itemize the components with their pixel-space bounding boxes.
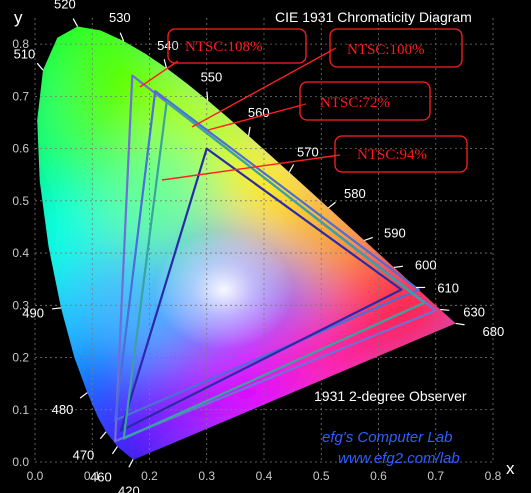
y-tick-label: 0.3: [12, 298, 29, 312]
wavelength-label: 680: [482, 324, 504, 339]
wavelength-tick: [128, 459, 134, 468]
gamut-triangle: [119, 147, 403, 432]
wavelength-tick: [99, 431, 107, 440]
wavelength-tick: [393, 265, 403, 269]
wavelength-tick: [119, 32, 125, 42]
wavelength-tick: [328, 201, 336, 209]
callout-leader: [191, 47, 337, 128]
y-tick-label: 0.5: [12, 194, 29, 208]
x-tick-label: 0.6: [370, 469, 387, 483]
wavelength-tick: [288, 164, 295, 173]
x-tick-label: 0.2: [141, 469, 158, 483]
credit-url: www.efg2.com/lab: [338, 450, 460, 467]
callout-label: NTSC:108%: [185, 39, 263, 55]
wavelength-label: 590: [384, 225, 406, 240]
x-tick-label: 0.7: [427, 469, 444, 483]
gamut-triangle: [114, 89, 420, 422]
callout-leader: [207, 103, 307, 131]
x-tick-label: 0.1: [84, 469, 101, 483]
callout-label: NTSC:100%: [347, 42, 425, 58]
observer-label: 1931 2-degree Observer: [314, 388, 467, 404]
y-tick-label: 0.7: [12, 89, 29, 103]
wavelength-label: 630: [463, 305, 485, 320]
wavelength-tick: [163, 59, 168, 69]
wavelength-label: 530: [109, 10, 131, 25]
callout-box: [299, 81, 431, 121]
wavelength-tick: [111, 446, 118, 455]
x-tick-label: 0.0: [27, 469, 44, 483]
y-tick-label: 0.8: [12, 37, 29, 51]
wavelength-label: 580: [344, 186, 366, 201]
wavelength-tick: [455, 322, 465, 326]
x-tick-label: 0.4: [256, 469, 273, 483]
white-point-glow: [153, 229, 294, 350]
x-tick-label: 0.3: [198, 469, 215, 483]
wavelength-label: 550: [201, 69, 223, 84]
wavelength-label: 510: [14, 47, 36, 62]
y-tick-label: 0.1: [12, 403, 29, 417]
wavelength-label: 520: [54, 0, 76, 11]
wavelength-label: 600: [415, 257, 437, 272]
y-tick-label: 0.2: [12, 351, 29, 365]
wavelength-label: 610: [437, 280, 459, 295]
y-tick-label: 0.4: [12, 246, 29, 260]
y-tick-label: 0.6: [12, 142, 29, 156]
credit-lab: efg's Computer Lab: [322, 429, 452, 446]
callout-leader: [139, 60, 179, 88]
y-tick-label: 0.0: [12, 455, 29, 469]
wavelength-label: 470: [73, 447, 95, 462]
wavelength-label: 490: [22, 306, 44, 321]
wavelength-tick: [440, 308, 450, 311]
x-axis-ticks: 0.0 0.1 0.2 0.3 0.4 0.5 0.6 0.7 0.8: [27, 469, 502, 483]
wavelength-tick: [79, 392, 88, 399]
x-tick-label: 0.8: [485, 469, 502, 483]
wavelength-label: 560: [248, 105, 270, 120]
y-axis-label: y: [14, 8, 23, 27]
gamut-triangle: [122, 100, 426, 440]
y-axis-ticks: 0.0 0.1 0.2 0.3 0.4 0.5 0.6 0.7 0.8: [12, 37, 29, 469]
wavelength-tick: [248, 126, 251, 136]
callout-leader: [161, 154, 341, 181]
x-axis-label: x: [506, 459, 515, 478]
callout-box: [329, 28, 463, 68]
callout-label: NTSC:94%: [357, 147, 427, 163]
wavelength-labels: 4204604704804905105205305405505605705805…: [14, 0, 505, 493]
callouts: NTSC:108% NTSC:100% NTSC:72% NTSC:94%: [139, 28, 468, 181]
wavelength-tick: [364, 236, 373, 241]
wavelength-label: 480: [52, 402, 74, 417]
chart-title: CIE 1931 Chromaticity Diagram: [275, 9, 472, 25]
wavelength-label: 570: [297, 144, 319, 159]
callout-label: NTSC:72%: [320, 95, 390, 111]
callout-box: [167, 28, 307, 64]
wavelength-tick: [72, 18, 79, 27]
wavelength-label: 460: [90, 469, 112, 484]
wavelength-label: 420: [118, 483, 140, 493]
wavelength-tick: [51, 307, 62, 310]
x-tick-label: 0.5: [313, 469, 330, 483]
callout-box: [334, 135, 468, 173]
wavelength-tick: [206, 91, 209, 101]
gamut-triangles: [114, 74, 437, 443]
wavelength-tick: [36, 62, 44, 71]
